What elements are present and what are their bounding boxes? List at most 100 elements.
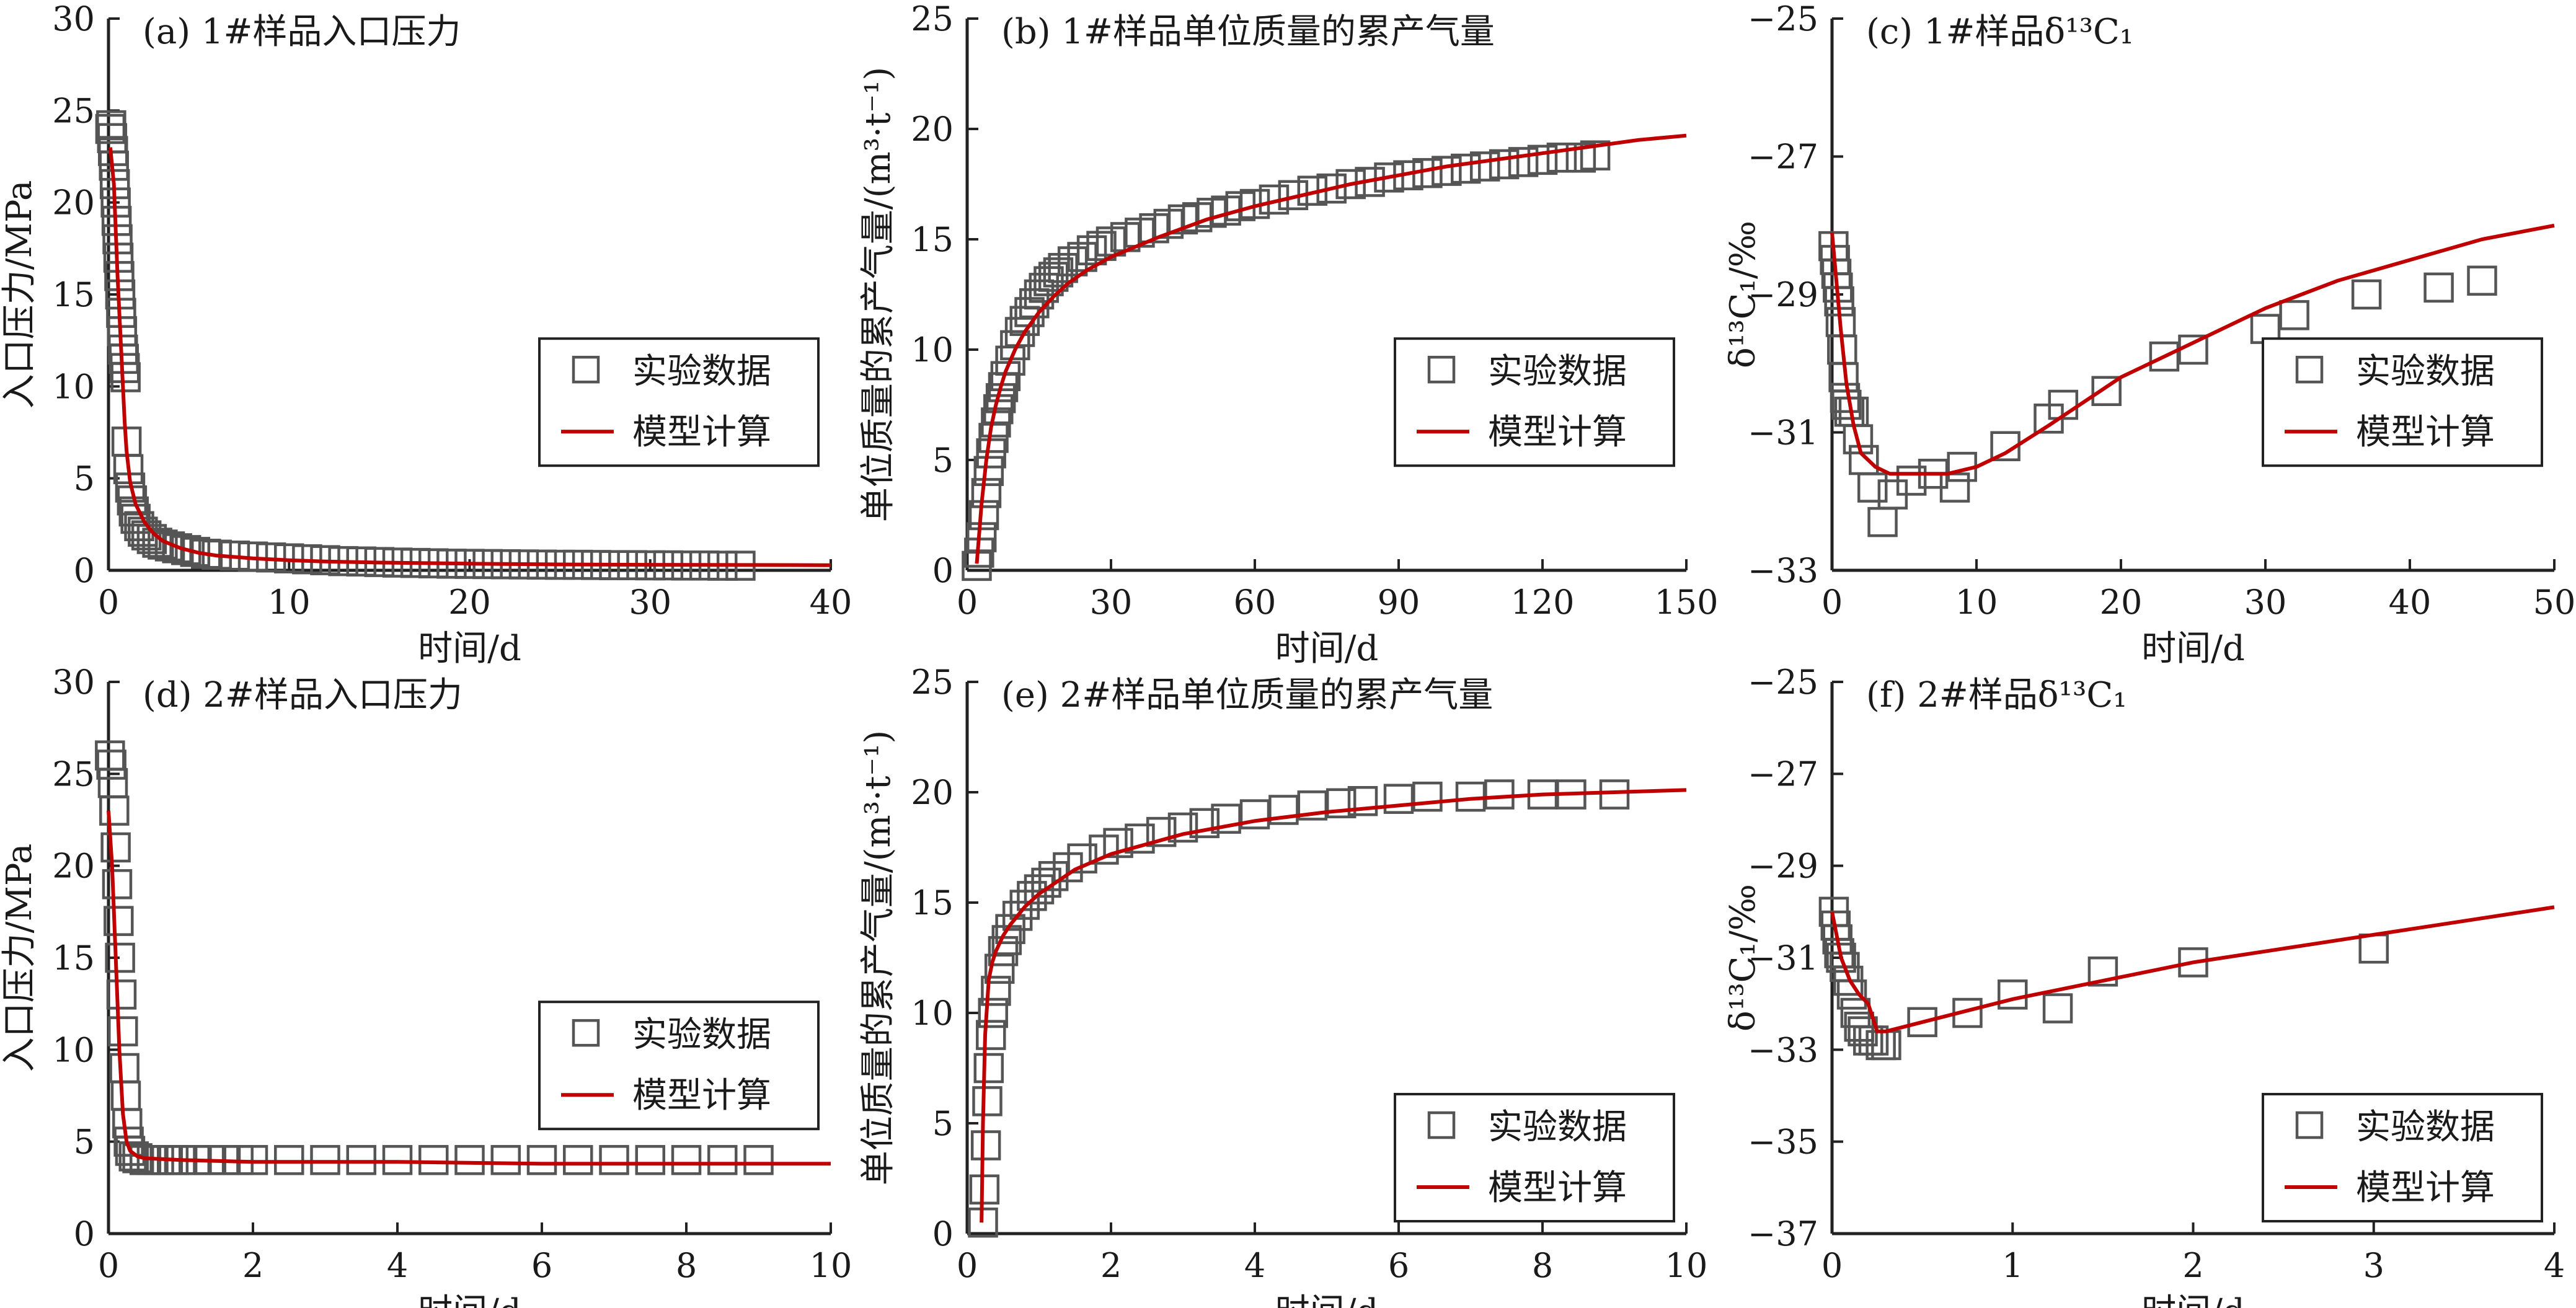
data-point <box>635 1145 665 1175</box>
model-curve <box>107 810 831 1166</box>
data-point <box>981 976 1011 1006</box>
y-tick-label: 15 <box>911 883 954 922</box>
x-axis-title: 时间/d <box>2141 1292 2245 1308</box>
legend-label-data: 实验数据 <box>2356 1107 2495 1147</box>
data-point <box>1383 784 1414 814</box>
y-tick-label: −25 <box>1748 663 1818 702</box>
data-point <box>976 438 1006 469</box>
panel-title: (a) 1#样品入口压力 <box>143 12 461 52</box>
data-point <box>154 531 185 562</box>
y-tick-label: 20 <box>52 847 95 886</box>
panel-title: (d) 2#样品入口压力 <box>143 675 463 715</box>
data-point <box>1347 785 1378 816</box>
x-axis-title: 时间/d <box>2141 629 2245 669</box>
data-point <box>1067 242 1097 272</box>
data-point <box>2149 341 2180 372</box>
y-tick-label: 10 <box>911 994 954 1033</box>
data-point <box>1239 799 1270 829</box>
x-tick-label: 0 <box>957 583 978 622</box>
y-tick-label: −31 <box>1748 413 1818 453</box>
data-point <box>2087 957 2118 987</box>
y-tick-label: 15 <box>52 939 95 978</box>
y-tick-label: 0 <box>74 551 95 590</box>
data-point <box>1146 816 1177 847</box>
y-tick-label: −33 <box>1748 551 1818 590</box>
data-point <box>1896 466 1927 496</box>
data-point <box>968 500 999 531</box>
model-curve <box>1830 223 2555 476</box>
data-point <box>162 533 192 563</box>
legend-frame <box>1394 1093 1675 1222</box>
data-point <box>990 361 1021 391</box>
data-point <box>1489 149 1520 180</box>
data-point <box>1038 262 1069 292</box>
x-tick-label: 6 <box>1388 1246 1409 1285</box>
data-point <box>969 1174 1000 1205</box>
data-point <box>1048 253 1078 283</box>
data-point <box>2423 272 2454 303</box>
data-point <box>105 942 135 973</box>
data-point <box>984 953 1015 984</box>
data-point <box>743 1145 774 1175</box>
x-tick-label: 2 <box>2182 1246 2203 1285</box>
legend-frame <box>2262 337 2543 467</box>
y-tick-label: 25 <box>911 663 954 702</box>
legend-label-data: 实验数据 <box>1488 1107 1627 1147</box>
data-point <box>1527 144 1558 175</box>
x-tick-label: 50 <box>2533 583 2576 622</box>
data-point <box>1432 156 1462 186</box>
y-tick-label: 5 <box>74 1123 95 1162</box>
x-tick-label: 0 <box>957 1246 978 1285</box>
legend-frame <box>2262 1093 2543 1222</box>
x-axis-title: 时间/d <box>1275 629 1379 669</box>
y-tick-label: 20 <box>911 773 954 812</box>
y-tick-label: 25 <box>911 0 954 38</box>
data-point <box>418 1145 449 1175</box>
data-point <box>2351 279 2382 310</box>
data-point <box>136 524 167 554</box>
x-tick-label: 10 <box>268 583 311 622</box>
y-tick-label: −29 <box>1748 847 1818 886</box>
data-point <box>1599 779 1630 810</box>
data-point <box>112 1108 143 1139</box>
x-tick-label: 4 <box>2544 1246 2565 1285</box>
y-tick-label: 5 <box>932 1104 954 1143</box>
x-tick-label: 150 <box>1654 583 1718 622</box>
data-point <box>109 1053 139 1084</box>
data-point <box>102 869 133 899</box>
y-tick-label: 25 <box>52 754 95 793</box>
data-point <box>1004 317 1035 347</box>
data-point <box>1451 153 1481 184</box>
data-point <box>1843 424 1874 454</box>
data-point <box>995 345 1025 376</box>
y-tick-label: −37 <box>1748 1214 1818 1253</box>
x-tick-label: 10 <box>1955 583 1998 622</box>
model-curve <box>108 147 831 567</box>
data-point <box>454 1145 485 1175</box>
x-tick-label: 30 <box>1090 583 1133 622</box>
data-point <box>1167 812 1198 843</box>
legend-marker-icon <box>2295 355 2324 384</box>
legend-marker-icon <box>1427 1111 1456 1139</box>
data-point <box>96 749 126 780</box>
y-tick-label: 10 <box>52 1030 95 1069</box>
data-point <box>1057 246 1088 276</box>
y-tick-label: 0 <box>932 1214 954 1253</box>
panel-title: (e) 2#样品单位质量的累产气量 <box>1001 675 1493 715</box>
x-tick-label: 0 <box>1821 1246 1843 1285</box>
y-tick-label: 0 <box>932 551 954 590</box>
y-axis-title: 单位质量的累产气量/(m³·t⁻¹) <box>858 730 898 1185</box>
x-tick-label: 30 <box>2244 583 2287 622</box>
data-point <box>563 1145 593 1175</box>
data-point <box>671 1145 702 1175</box>
y-tick-label: 15 <box>52 275 95 314</box>
model-curve <box>975 133 1687 564</box>
y-tick-label: 10 <box>52 367 95 406</box>
data-point <box>1998 979 2028 1010</box>
data-point <box>109 353 140 383</box>
y-tick-label: −27 <box>1748 754 1818 793</box>
x-tick-label: 1 <box>2002 1246 2023 1285</box>
